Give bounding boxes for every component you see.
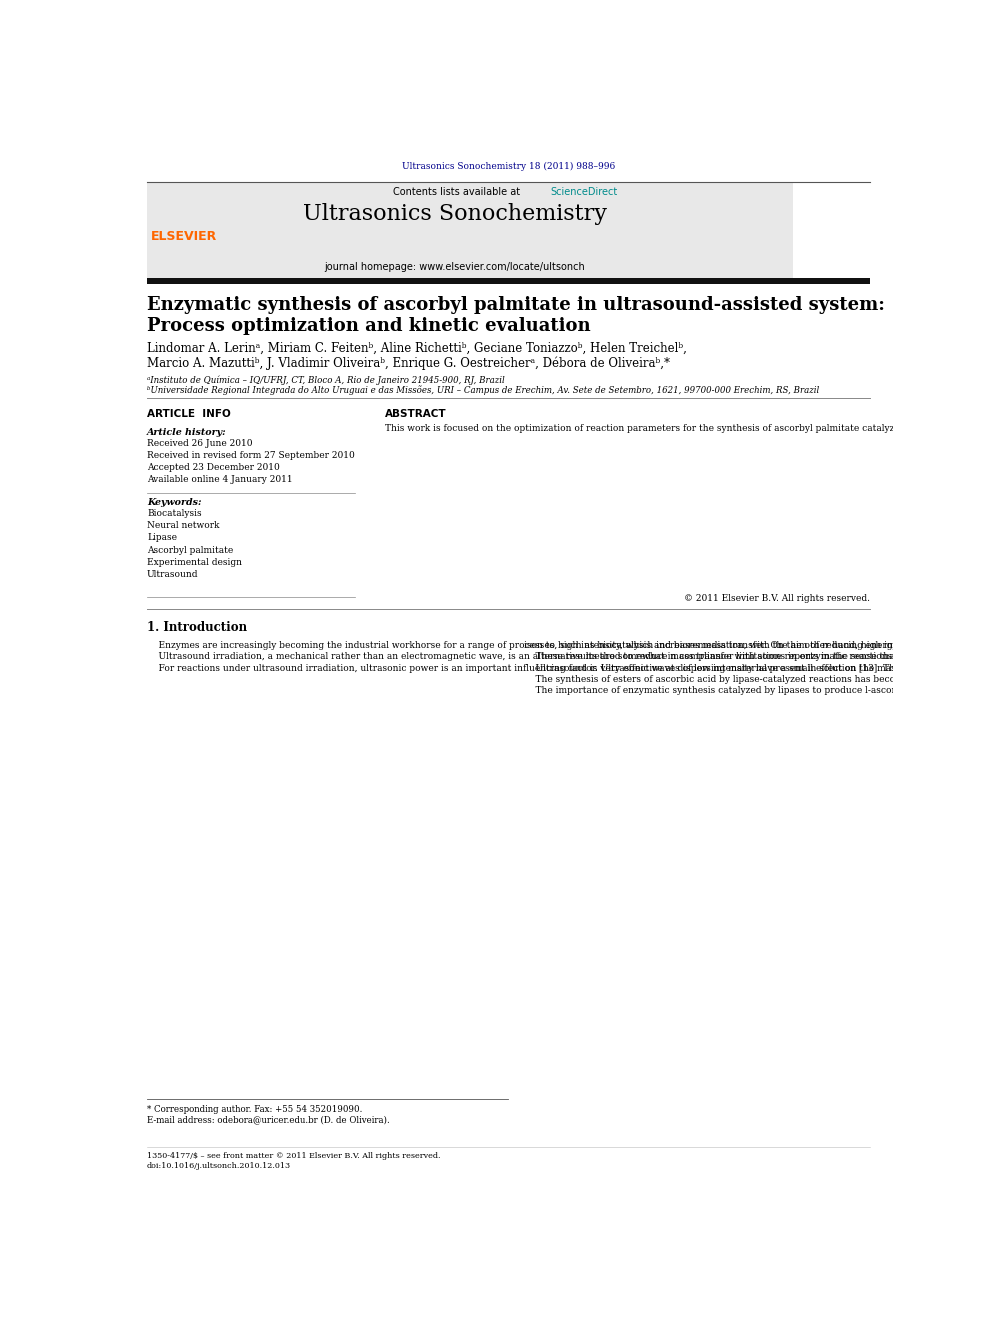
- Text: Marcio A. Mazuttiᵇ, J. Vladimir Oliveiraᵇ, Enrique G. Oestreicherᵃ, Débora de Ol: Marcio A. Mazuttiᵇ, J. Vladimir Oliveira…: [147, 356, 670, 370]
- Text: ᵇUniversidade Regional Integrada do Alto Uruguai e das Missões, URI – Campus de : ᵇUniversidade Regional Integrada do Alto…: [147, 385, 819, 394]
- Text: ScienceDirect: ScienceDirect: [551, 188, 618, 197]
- Text: 1350-4177/$ – see front matter © 2011 Elsevier B.V. All rights reserved.: 1350-4177/$ – see front matter © 2011 El…: [147, 1152, 440, 1160]
- Text: Process optimization and kinetic evaluation: Process optimization and kinetic evaluat…: [147, 316, 590, 335]
- Text: Contents lists available at: Contents lists available at: [393, 188, 524, 197]
- Text: This work is focused on the optimization of reaction parameters for the synthesi: This work is focused on the optimization…: [386, 423, 992, 433]
- Text: doi:10.1016/j.ultsonch.2010.12.013: doi:10.1016/j.ultsonch.2010.12.013: [147, 1162, 292, 1170]
- Text: ELSEVIER: ELSEVIER: [151, 230, 217, 243]
- Text: * Corresponding author. Fax: +55 54 352019090.: * Corresponding author. Fax: +55 54 3520…: [147, 1105, 362, 1114]
- Bar: [147, 278, 870, 284]
- Text: 1. Introduction: 1. Introduction: [147, 622, 247, 634]
- Text: ison to high intensity, which increases mass transfer. On the other hand, high i: ison to high intensity, which increases …: [524, 640, 992, 696]
- Text: Enzymatic synthesis of ascorbyl palmitate in ultrasound-assisted system:: Enzymatic synthesis of ascorbyl palmitat…: [147, 296, 885, 315]
- Text: Keywords:: Keywords:: [147, 497, 201, 507]
- Text: Received 26 June 2010
Received in revised form 27 September 2010
Accepted 23 Dec: Received 26 June 2010 Received in revise…: [147, 439, 355, 484]
- Text: Enzymes are increasingly becoming the industrial workhorse for a range of proces: Enzymes are increasingly becoming the in…: [147, 640, 992, 672]
- Text: E-mail address: odebora@uricer.edu.br (D. de Oliveira).: E-mail address: odebora@uricer.edu.br (D…: [147, 1115, 390, 1125]
- Bar: [147, 183, 793, 278]
- Text: ᵃInstituto de Química – IQ/UFRJ, CT, Bloco A, Rio de Janeiro 21945-900, RJ, Braz: ᵃInstituto de Química – IQ/UFRJ, CT, Blo…: [147, 376, 505, 385]
- Text: Ultrasonics Sonochemistry: Ultrasonics Sonochemistry: [303, 202, 606, 225]
- Text: © 2011 Elsevier B.V. All rights reserved.: © 2011 Elsevier B.V. All rights reserved…: [683, 594, 870, 603]
- Text: journal homepage: www.elsevier.com/locate/ultsonch: journal homepage: www.elsevier.com/locat…: [324, 262, 585, 271]
- Text: Ultrasonics Sonochemistry 18 (2011) 988–996: Ultrasonics Sonochemistry 18 (2011) 988–…: [402, 161, 615, 171]
- Text: Lindomar A. Lerinᵃ, Miriam C. Feitenᵇ, Aline Richettiᵇ, Geciane Toniazzoᵇ, Helen: Lindomar A. Lerinᵃ, Miriam C. Feitenᵇ, A…: [147, 343, 686, 355]
- Text: Article history:: Article history:: [147, 427, 227, 437]
- Text: ABSTRACT: ABSTRACT: [386, 409, 447, 419]
- Text: ARTICLE  INFO: ARTICLE INFO: [147, 409, 231, 419]
- Text: Biocatalysis
Neural network
Lipase
Ascorbyl palmitate
Experimental design
Ultras: Biocatalysis Neural network Lipase Ascor…: [147, 509, 242, 579]
